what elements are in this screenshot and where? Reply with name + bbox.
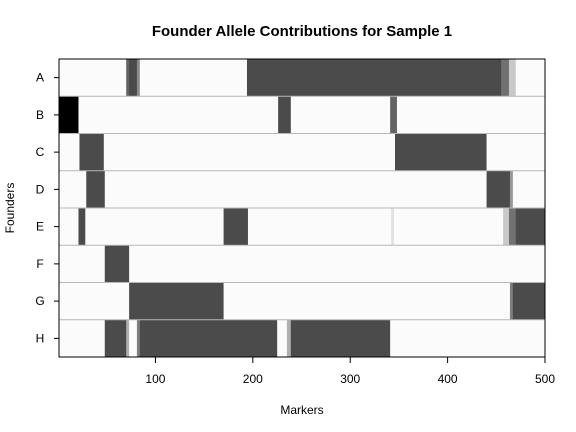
cell-B-1 <box>78 96 279 134</box>
cell-D-4 <box>509 170 514 208</box>
y-axis: A B C D E F G H <box>35 71 59 345</box>
cell-A-5 <box>246 59 502 97</box>
cell-B-5 <box>396 96 546 134</box>
cell-H-2 <box>126 319 130 357</box>
cell-D-1 <box>86 170 106 208</box>
heatmap-cells <box>59 59 546 357</box>
cell-E-4 <box>247 208 392 246</box>
y-tick-label-B: B <box>36 108 44 122</box>
cell-F-0 <box>59 245 106 283</box>
cell-C-3 <box>395 133 487 171</box>
cell-E-6 <box>394 208 504 246</box>
cell-D-2 <box>104 170 487 208</box>
chart-title: Founder Allele Contributions for Sample … <box>152 23 452 40</box>
y-tick-label-G: G <box>35 294 44 308</box>
cell-E-8 <box>508 208 517 246</box>
y-tick-label-H: H <box>36 331 45 345</box>
cell-H-0 <box>59 319 106 357</box>
cell-D-5 <box>512 170 546 208</box>
cell-A-3 <box>136 59 141 97</box>
cell-H-7 <box>286 319 292 357</box>
cell-G-4 <box>512 282 546 320</box>
x-tick-label-500: 500 <box>535 372 555 386</box>
cell-E-5 <box>391 208 395 246</box>
cell-B-0 <box>59 96 79 134</box>
plot-frame <box>58 58 546 358</box>
cell-E-2 <box>85 208 224 246</box>
cell-H-6 <box>277 319 288 357</box>
y-tick-label-C: C <box>36 145 45 159</box>
x-axis-label: Markers <box>280 403 323 417</box>
cell-B-3 <box>290 96 391 134</box>
cell-E-0 <box>59 208 79 246</box>
cell-F-1 <box>104 245 130 283</box>
row-separators <box>59 95 545 321</box>
cell-B-4 <box>390 96 398 134</box>
x-tick-label-100: 100 <box>145 372 165 386</box>
cell-H-5 <box>139 319 278 357</box>
cell-H-9 <box>390 319 546 357</box>
cell-A-8 <box>515 59 546 97</box>
cell-C-2 <box>103 133 396 171</box>
cell-E-1 <box>78 208 86 246</box>
cell-H-1 <box>104 319 127 357</box>
cell-C-1 <box>79 133 105 171</box>
y-tick-label-A: A <box>36 71 44 85</box>
cell-A-6 <box>501 59 510 97</box>
cell-E-3 <box>223 208 249 246</box>
cell-H-3 <box>129 319 138 357</box>
cell-E-7 <box>503 208 510 246</box>
cell-C-4 <box>486 133 546 171</box>
cell-A-0 <box>59 59 127 97</box>
cell-A-7 <box>508 59 517 97</box>
cell-A-2 <box>129 59 138 97</box>
x-tick-label-200: 200 <box>243 372 263 386</box>
cell-A-4 <box>139 59 248 97</box>
cell-H-4 <box>136 319 141 357</box>
cell-C-0 <box>59 133 80 171</box>
x-tick-label-400: 400 <box>438 372 458 386</box>
y-tick-label-D: D <box>36 182 45 196</box>
y-tick-label-F: F <box>36 257 43 271</box>
cell-B-2 <box>278 96 292 134</box>
cell-G-1 <box>129 282 224 320</box>
cell-H-8 <box>290 319 391 357</box>
cell-D-0 <box>59 170 87 208</box>
cell-G-0 <box>59 282 130 320</box>
x-tick-label-300: 300 <box>340 372 360 386</box>
cell-G-3 <box>509 282 514 320</box>
cell-G-2 <box>223 282 511 320</box>
cell-D-3 <box>486 170 511 208</box>
x-axis: 100 200 300 400 500 <box>145 357 555 386</box>
y-axis-label: Founders <box>3 183 17 234</box>
y-tick-label-E: E <box>36 220 44 234</box>
cell-F-2 <box>129 245 546 283</box>
cell-E-9 <box>515 208 546 246</box>
cell-A-1 <box>126 59 130 97</box>
